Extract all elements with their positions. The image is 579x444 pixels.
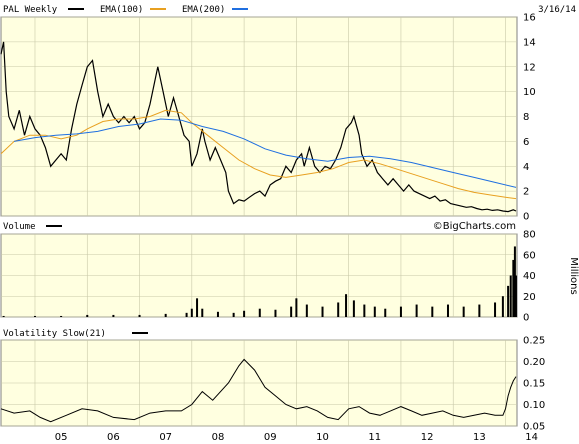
y-tick-label: 40	[523, 271, 536, 282]
y-tick-label: 0.05	[523, 422, 545, 433]
y-tick-label: 0.10	[523, 400, 545, 411]
x-tick-label: 14	[525, 432, 538, 443]
ema100-label: EMA(100)	[100, 5, 143, 15]
x-axis: 05 06 07 08 09 10 11 12 13 14	[55, 432, 538, 443]
volume-bar	[337, 302, 340, 317]
volume-bar	[494, 302, 497, 317]
volume-bar	[201, 308, 204, 317]
volume-bar	[352, 300, 355, 317]
x-tick-label: 07	[159, 432, 172, 443]
symbol-label: PAL Weekly	[3, 5, 58, 15]
y-tick-label: 0.20	[523, 357, 545, 368]
volume-bar	[2, 315, 5, 317]
price-grid	[1, 16, 517, 217]
volume-bar	[431, 306, 434, 317]
y-tick-label: 0.15	[523, 379, 545, 390]
volatility-series	[0, 358, 517, 423]
volatility-label: Volatility Slow(21)	[3, 329, 106, 339]
volume-bar	[258, 308, 261, 317]
series-ema200-line	[14, 118, 517, 188]
volume-bar	[501, 296, 504, 317]
x-tick-label: 08	[212, 432, 225, 443]
volume-bar	[305, 304, 308, 317]
price-series	[0, 41, 517, 213]
volume-bar	[478, 304, 481, 317]
volume-bar	[321, 306, 324, 317]
volume-bar	[60, 315, 63, 317]
volume-bar	[216, 311, 219, 317]
volume-bar	[190, 308, 193, 317]
y-tick-label: 2	[523, 187, 529, 198]
volume-bar	[373, 306, 376, 317]
price-y-axis: 0 2 4 6 8 10 12 14 16	[523, 13, 536, 223]
x-tick-label: 11	[368, 432, 381, 443]
series-ema100-line	[0, 109, 517, 200]
volume-bar	[415, 304, 418, 317]
y-tick-label: 16	[523, 13, 536, 24]
volume-bars	[2, 246, 517, 317]
volume-bar	[33, 315, 36, 317]
ema200-label: EMA(200)	[182, 5, 225, 15]
chart-date: 3/16/14	[538, 5, 576, 15]
x-tick-label: 05	[55, 432, 68, 443]
y-tick-label: 4	[523, 162, 529, 173]
y-tick-label: 0	[523, 313, 529, 324]
volatility-line	[0, 358, 517, 423]
volume-bar	[112, 314, 115, 317]
y-tick-label: 10	[523, 87, 536, 98]
x-tick-label: 13	[473, 432, 486, 443]
volume-bar	[196, 298, 199, 317]
x-tick-label: 06	[107, 432, 120, 443]
watermark: ©BigCharts.com	[433, 221, 516, 232]
y-tick-label: 6	[523, 137, 529, 148]
volume-bar	[290, 306, 293, 317]
volume-bar	[185, 312, 188, 317]
volume-bar	[86, 314, 89, 317]
y-tick-label: 12	[523, 62, 536, 73]
y-tick-label: 80	[523, 230, 536, 241]
volume-bar	[384, 308, 387, 317]
y-tick-label: 0.25	[523, 336, 545, 347]
series-price-line	[0, 41, 517, 213]
volume-bar	[512, 259, 515, 317]
y-tick-label: 20	[523, 292, 536, 303]
volume-bar	[295, 298, 298, 317]
volume-bar	[462, 306, 465, 317]
y-tick-label: 14	[523, 37, 536, 48]
volume-bar	[507, 285, 510, 317]
x-tick-label: 10	[316, 432, 329, 443]
volatility-grid	[1, 339, 517, 427]
volume-unit-label: Millions	[568, 257, 579, 294]
y-tick-label: 8	[523, 112, 529, 123]
y-tick-label: 60	[523, 250, 536, 261]
volume-bar	[164, 313, 167, 317]
volume-label: Volume	[3, 222, 36, 232]
volume-bar	[509, 275, 512, 317]
volume-bar	[514, 275, 517, 317]
volume-y-axis: 0 20 40 60 80	[523, 230, 536, 324]
volume-bar	[399, 306, 402, 317]
volatility-y-axis: 0.05 0.10 0.15 0.20 0.25	[523, 336, 545, 433]
volume-bar	[243, 310, 246, 317]
volume-bar	[232, 312, 235, 317]
volume-bar	[446, 304, 449, 317]
x-tick-label: 12	[421, 432, 434, 443]
volume-bar	[345, 294, 348, 317]
volume-bar	[274, 309, 277, 317]
x-tick-label: 09	[264, 432, 277, 443]
volume-bar	[363, 304, 366, 317]
y-tick-label: 0	[523, 212, 529, 223]
volume-bar	[138, 314, 141, 317]
volume-bar	[513, 246, 516, 317]
